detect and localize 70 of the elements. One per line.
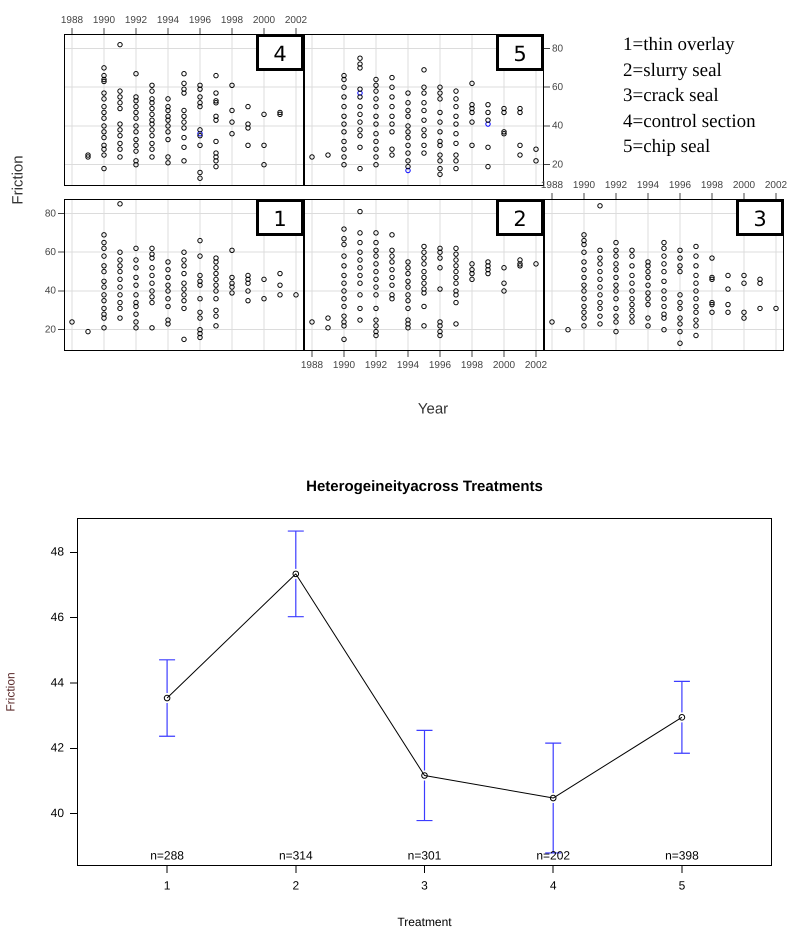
y-axis-title: Friction bbox=[4, 672, 18, 712]
text: 2=slurry seal bbox=[623, 60, 722, 82]
x-tick-label: 5 bbox=[678, 878, 686, 893]
x-tick-label: 1998 bbox=[700, 180, 724, 191]
y-axis-title: Friction bbox=[10, 155, 26, 205]
y-tick-label: 20 bbox=[44, 324, 56, 336]
x-tick-label: 1994 bbox=[636, 180, 660, 191]
x-tick-label: 1998 bbox=[460, 360, 484, 371]
x-tick-label: 1992 bbox=[124, 14, 148, 26]
chart-title: 2 bbox=[513, 206, 527, 231]
x-tick-label: 2002 bbox=[284, 14, 308, 26]
annotation: n=301 bbox=[408, 848, 442, 862]
x-tick-label: 1990 bbox=[92, 14, 116, 26]
x-tick-label: 1 bbox=[164, 878, 171, 893]
y-tick-label: 40 bbox=[44, 286, 56, 297]
x-tick-label: 1998 bbox=[220, 14, 244, 26]
x-tick-label: 1992 bbox=[604, 180, 628, 191]
text: 1=thin overlay bbox=[623, 34, 734, 56]
chart-title: 3 bbox=[753, 206, 767, 231]
x-tick-label: 1994 bbox=[156, 14, 180, 26]
y-tick-label: 80 bbox=[552, 43, 564, 54]
x-tick-label: 4 bbox=[550, 878, 557, 893]
text: 5=chip seal bbox=[623, 136, 710, 158]
annotation: n=398 bbox=[665, 848, 700, 862]
annotation: n=314 bbox=[278, 848, 313, 862]
x-tick-label: 1996 bbox=[188, 14, 212, 26]
x-tick-label: 2002 bbox=[524, 360, 548, 371]
text: 4=control section bbox=[623, 110, 756, 132]
x-tick-label: 2 bbox=[292, 878, 300, 893]
x-tick-label: 3 bbox=[421, 878, 428, 893]
chart-title: Heterogeineityacross Treatments bbox=[306, 478, 543, 496]
x-tick-label: 1988 bbox=[540, 180, 564, 191]
x-tick-label: 1988 bbox=[300, 360, 324, 371]
annotation: n=288 bbox=[150, 848, 184, 862]
chart-title: 1 bbox=[273, 206, 287, 231]
x-tick-label: 1996 bbox=[668, 180, 692, 191]
annotation: n=202 bbox=[536, 848, 570, 862]
y-tick-label: 40 bbox=[552, 120, 564, 132]
x-axis-title: Year bbox=[418, 400, 448, 418]
point bbox=[485, 121, 491, 127]
point bbox=[357, 90, 363, 96]
x-axis-title: Treatment bbox=[397, 915, 452, 930]
x-tick-label: 1994 bbox=[396, 360, 420, 371]
chart-title: 4 bbox=[273, 42, 287, 66]
x-tick-label: 1988 bbox=[60, 14, 84, 26]
x-tick-label: 1990 bbox=[572, 180, 596, 191]
x-tick-label: 2002 bbox=[764, 180, 788, 191]
x-tick-label: 1990 bbox=[332, 360, 356, 371]
x-tick-label: 2000 bbox=[252, 14, 276, 26]
point bbox=[292, 570, 300, 578]
x-tick-label: 2000 bbox=[492, 360, 516, 371]
point bbox=[550, 794, 557, 802]
y-tick-label: 40 bbox=[50, 806, 64, 820]
point bbox=[164, 694, 170, 702]
y-tick-label: 48 bbox=[50, 544, 64, 559]
point bbox=[678, 714, 686, 721]
y-tick-label: 80 bbox=[44, 208, 56, 220]
x-tick-label: 1996 bbox=[428, 360, 452, 371]
point bbox=[421, 772, 428, 779]
y-tick-label: 44 bbox=[50, 675, 64, 690]
x-tick-label: 2000 bbox=[732, 180, 756, 191]
y-tick-label: 20 bbox=[552, 159, 564, 170]
y-tick-label: 46 bbox=[50, 610, 64, 624]
y-tick-label: 60 bbox=[44, 247, 56, 258]
chart-title: 5 bbox=[513, 42, 527, 66]
y-tick-label: 60 bbox=[552, 82, 564, 93]
text: 3=crack seal bbox=[623, 85, 719, 107]
y-tick-label: 42 bbox=[50, 740, 64, 755]
x-tick-label: 1992 bbox=[364, 360, 388, 371]
point bbox=[405, 168, 411, 174]
